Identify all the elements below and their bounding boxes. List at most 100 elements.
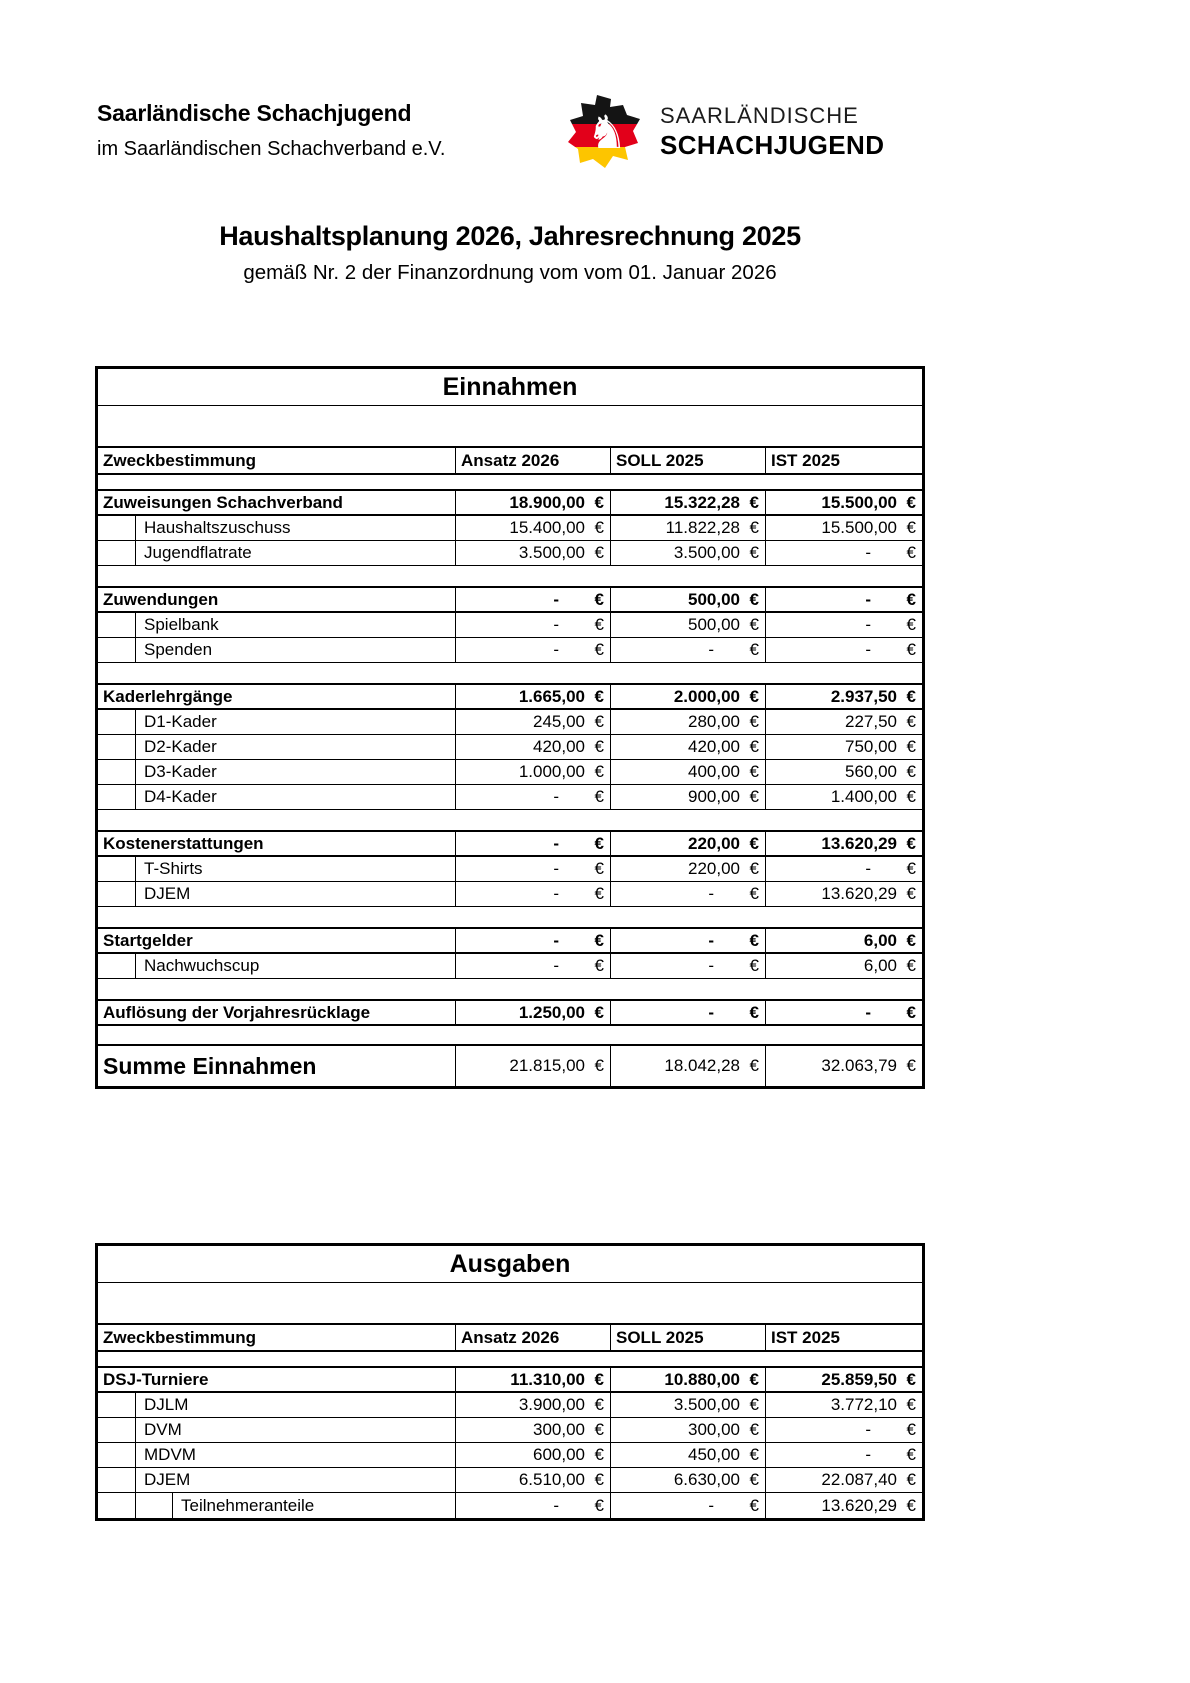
soll-cell: 450,00 €	[611, 1443, 766, 1467]
indent-cell	[98, 613, 136, 637]
indent-cell	[98, 857, 136, 881]
indent-cell	[98, 735, 136, 759]
row-label: Spenden	[136, 638, 456, 662]
ist-cell: - €	[865, 543, 916, 562]
indent-cell	[98, 516, 136, 540]
ist-cell: - €	[865, 1002, 916, 1022]
indent-cell	[98, 1443, 136, 1467]
ist-cell: - €	[865, 1420, 916, 1439]
spacer-row	[98, 566, 922, 586]
row-summe-einnahmen: Summe Einnahmen 21.815,00 € 18.042,28 € 32…	[98, 1044, 922, 1086]
ansatz-cell: - €	[456, 929, 611, 952]
ansatz-cell: - €	[456, 588, 611, 611]
row-teilnehmeranteile: Teilnehmeranteile - € - € 13.620,29 €	[98, 1493, 922, 1518]
spacer-row	[98, 979, 922, 999]
row-dsj-turniere: DSJ-Turniere 11.310,00 € 10.880,00 € 25.85…	[98, 1366, 922, 1393]
soll-cell: - €	[611, 1001, 766, 1024]
row-zuwendungen: Zuwendungen - € 500,00 € - €	[98, 586, 922, 613]
indent-cell	[98, 710, 136, 734]
ist-cell: - €	[865, 859, 916, 878]
row-label: DJEM	[136, 882, 456, 906]
row-kostenerstattungen: Kostenerstattungen - € 220,00 € 13.620,29 €	[98, 830, 922, 857]
row-label: Zuwendungen	[98, 588, 456, 611]
ansatz-cell: 420,00 €	[456, 735, 611, 759]
spacer-row	[98, 907, 922, 927]
soll-cell: - €	[611, 929, 766, 952]
indent-cell	[98, 638, 136, 662]
soll-cell: 500,00 €	[611, 613, 766, 637]
soll-cell: 500,00 €	[611, 588, 766, 611]
row-kaderlehrgaenge: Kaderlehrgänge 1.665,00 € 2.000,00 € 2.937…	[98, 683, 922, 710]
ansatz-cell: 3.900,00 €	[456, 1393, 611, 1417]
indent-cell	[98, 1468, 136, 1492]
row-label: DSJ-Turniere	[98, 1368, 456, 1391]
row-mdvm: MDVM 600,00 € 450,00 € - €	[98, 1443, 922, 1468]
soll-cell: 10.880,00 €	[611, 1368, 766, 1391]
ist-cell: 13.620,29 €	[821, 833, 916, 853]
ansatz-cell: - €	[456, 832, 611, 855]
ansatz-cell: - €	[456, 785, 611, 809]
ist-cell: 13.620,29 €	[821, 884, 916, 903]
indent-cell	[98, 954, 136, 978]
row-label: T-Shirts	[136, 857, 456, 881]
row-d4-kader: D4-Kader - € 900,00 € 1.400,00 €	[98, 785, 922, 810]
soll-cell: 6.630,00 €	[611, 1468, 766, 1492]
spacer-row	[98, 810, 922, 830]
soll-cell: 300,00 €	[611, 1418, 766, 1442]
ansatz-cell: - €	[456, 638, 611, 662]
ansatz-cell: - €	[456, 1493, 611, 1518]
row-label: DJLM	[136, 1393, 456, 1417]
soll-cell: 400,00 €	[611, 760, 766, 784]
row-label: D3-Kader	[136, 760, 456, 784]
ansatz-cell: 6.510,00 €	[456, 1468, 611, 1492]
row-label: Teilnehmeranteile	[173, 1493, 456, 1518]
row-djem-einnahmen: DJEM - € - € 13.620,29 €	[98, 882, 922, 907]
row-label: Haushaltszuschuss	[136, 516, 456, 540]
row-d2-kader: D2-Kader 420,00 € 420,00 € 750,00 €	[98, 735, 922, 760]
row-t-shirts: T-Shirts - € 220,00 € - €	[98, 857, 922, 882]
spacer-row	[98, 406, 922, 446]
ausgaben-header-row: Zweckbestimmung Ansatz 2026 SOLL 2025 IS…	[98, 1323, 922, 1352]
row-spielbank: Spielbank - € 500,00 € - €	[98, 613, 922, 638]
indent-cell	[98, 882, 136, 906]
row-startgelder: Startgelder - € - € 6,00 €	[98, 927, 922, 954]
soll-cell: 220,00 €	[611, 857, 766, 881]
ansatz-cell: 11.310,00 €	[456, 1368, 611, 1391]
ansatz-cell: - €	[456, 954, 611, 978]
column-header-ansatz: Ansatz 2026	[456, 448, 611, 473]
einnahmen-title-row: Einnahmen	[98, 369, 922, 406]
indent-cell	[136, 1493, 173, 1518]
ist-cell: - €	[865, 589, 916, 609]
chess-knight-saarland-icon: ♞	[568, 95, 640, 168]
ansatz-cell: - €	[456, 857, 611, 881]
soll-cell: - €	[611, 638, 766, 662]
ansatz-cell: 1.000,00 €	[456, 760, 611, 784]
ist-cell: 15.500,00 €	[821, 492, 916, 512]
soll-cell: 11.822,28 €	[611, 516, 766, 540]
ausgaben-title-row: Ausgaben	[98, 1246, 922, 1283]
soll-cell: - €	[611, 882, 766, 906]
row-aufloesung-vorjahresruecklage: Auflösung der Vorjahresrücklage 1.250,00…	[98, 999, 922, 1026]
ist-cell: - €	[865, 640, 916, 659]
row-d3-kader: D3-Kader 1.000,00 € 400,00 € 560,00 €	[98, 760, 922, 785]
einnahmen-table: Einnahmen Zweckbestimmung Ansatz 2026 SO…	[95, 366, 925, 1089]
ansatz-cell: 21.815,00 €	[456, 1046, 611, 1086]
ansatz-cell: 1.665,00 €	[456, 685, 611, 708]
row-label: Nachwuchscup	[136, 954, 456, 978]
ist-cell: - €	[865, 615, 916, 634]
ist-cell: 227,50 €	[845, 712, 916, 731]
column-header-zweckbestimmung: Zweckbestimmung	[98, 448, 456, 473]
ist-cell: 13.620,29 €	[821, 1495, 916, 1515]
ansatz-cell: 300,00 €	[456, 1418, 611, 1442]
spacer-row	[98, 475, 922, 489]
ist-cell: 15.500,00 €	[821, 518, 916, 537]
ist-cell: 750,00 €	[845, 737, 916, 756]
ist-cell: 22.087,40 €	[821, 1470, 916, 1489]
section-title: Einnahmen	[442, 372, 578, 401]
soll-cell: 2.000,00 €	[611, 685, 766, 708]
row-zuweisungen-schachverband: Zuweisungen Schachverband 18.900,00 € 15.…	[98, 489, 922, 516]
soll-cell: 900,00 €	[611, 785, 766, 809]
ansatz-cell: - €	[456, 882, 611, 906]
row-dvm: DVM 300,00 € 300,00 € - €	[98, 1418, 922, 1443]
